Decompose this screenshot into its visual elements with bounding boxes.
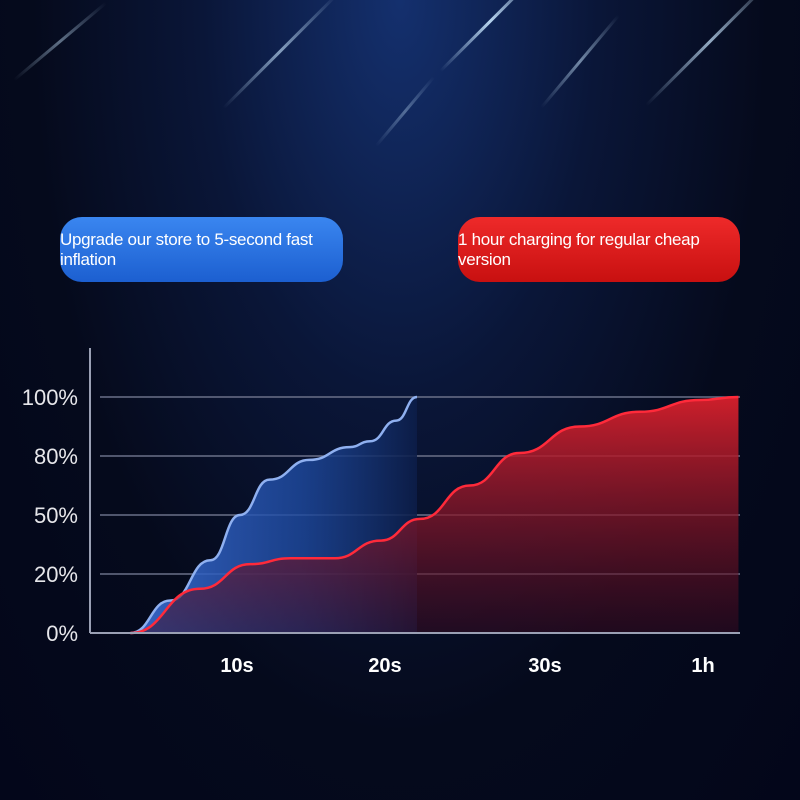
fast-inflation-label: Upgrade our store to 5-second fast infla…	[60, 229, 313, 269]
y-tick-label: 0%	[46, 621, 78, 646]
x-tick-label: 10s	[220, 655, 253, 677]
y-tick-label: 100%	[22, 385, 78, 410]
slow-series-line	[130, 395, 739, 635]
slow-charging-label: 1 hour charging for regular cheap versio…	[458, 229, 700, 269]
fast-series-line	[130, 395, 418, 635]
y-tick-label: 20%	[34, 562, 78, 587]
x-tick-label: 20s	[368, 655, 401, 677]
slow-charging-badge: 1 hour charging for regular cheap versio…	[458, 217, 740, 282]
x-tick-label: 1h	[691, 655, 714, 677]
y-tick-label: 80%	[34, 444, 78, 469]
fast-inflation-badge: Upgrade our store to 5-second fast infla…	[60, 217, 343, 282]
y-tick-label: 50%	[34, 503, 78, 528]
x-tick-label: 30s	[528, 655, 561, 677]
